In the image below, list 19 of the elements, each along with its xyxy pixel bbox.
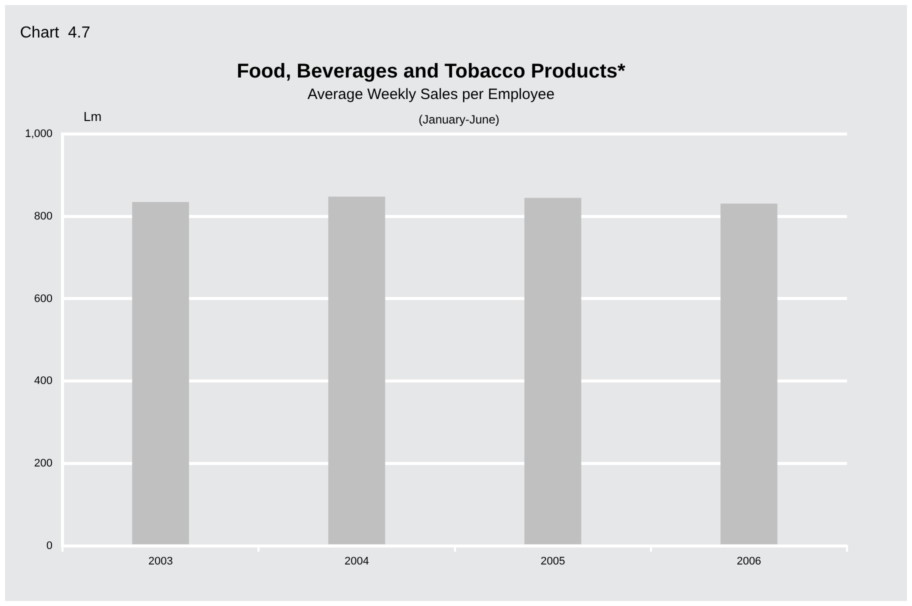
x-tick-label: 2004 (344, 555, 369, 568)
y-tick-label: 200 (34, 457, 53, 470)
bar (132, 202, 190, 544)
x-tick-label: 2005 (540, 555, 566, 568)
y-tick-label: 800 (34, 210, 53, 222)
y-tick-label: 600 (34, 292, 53, 305)
chart-title: Food, Beverages and Tobacco Products* (236, 60, 626, 83)
text: (January-June) (418, 112, 500, 126)
caption: Chart 4.7 (20, 24, 90, 42)
y-tick-label: 400 (34, 375, 53, 388)
y-tick-label: 1,000 (24, 128, 53, 140)
chart-subtitle: Average Weekly Sales per Employee (307, 86, 555, 104)
y-tick-label: 0 (46, 540, 53, 552)
x-tick-label: 2006 (736, 555, 762, 568)
x-tick-label: 2003 (148, 555, 173, 568)
bar (720, 204, 778, 544)
y-axis-title: Lm (83, 109, 102, 124)
bar (524, 198, 582, 544)
bar (328, 196, 386, 544)
